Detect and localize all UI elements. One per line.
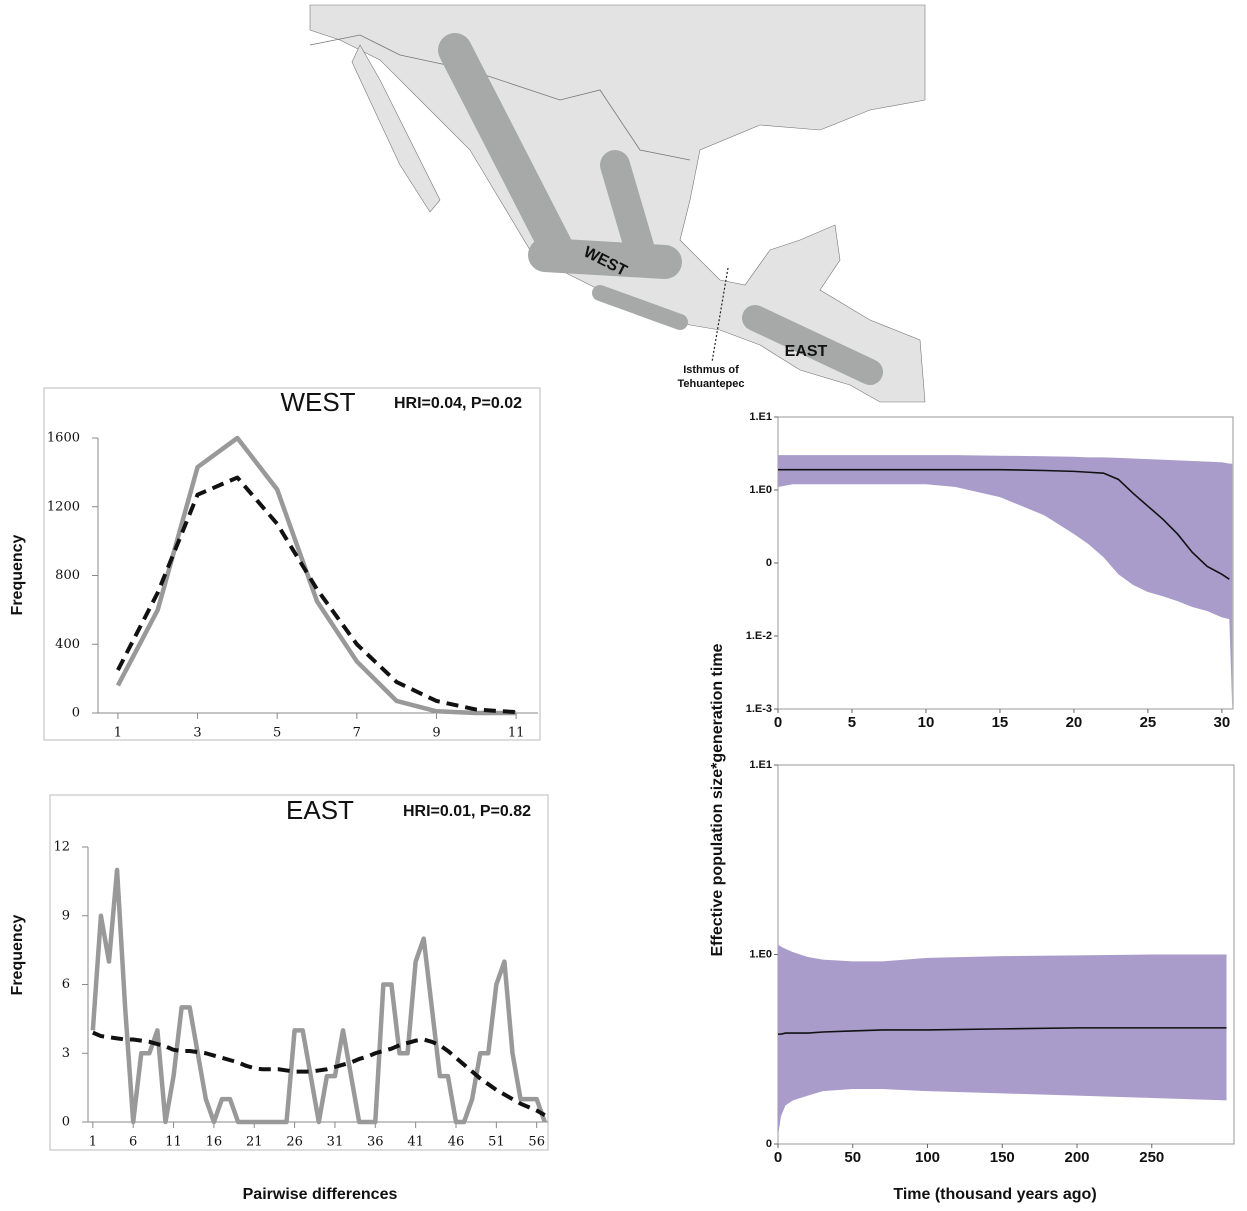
x-tick-label: 100 (915, 1149, 940, 1166)
y-tick-label: 1.E-2 (746, 630, 772, 642)
x-tick-label: 7 (353, 726, 361, 741)
x-tick-label: 200 (1065, 1149, 1090, 1166)
x-tick-label: 36 (367, 1135, 384, 1150)
x-tick-label: 15 (992, 714, 1009, 731)
x-tick-label: 3 (193, 726, 201, 741)
y-tick-label: 0 (62, 1115, 70, 1130)
y-tick-label: 1600 (47, 431, 80, 446)
y-tick-label: 1.E1 (749, 759, 772, 771)
map-label: EAST (785, 343, 828, 360)
x-tick-label: 56 (528, 1135, 545, 1150)
annotation: HRI=0.01, P=0.82 (403, 803, 531, 820)
y-tick-label: 3 (62, 1046, 70, 1061)
x-tick-label: 1 (89, 1135, 97, 1150)
y-axis-label: Frequency (9, 914, 26, 995)
x-tick-label: 250 (1139, 1149, 1164, 1166)
y-tick-label: 1.E1 (749, 411, 772, 423)
y-axis-label: Effective population size*generation tim… (709, 643, 726, 956)
y-tick-label: 400 (55, 637, 80, 652)
x-axis-label: Time (thousand years ago) (893, 1186, 1096, 1203)
y-tick-label: 0 (766, 557, 772, 569)
figure: WEST EAST Isthmus of Tehuantepec 0 400 800… (0, 0, 1247, 1211)
y-tick-label: 1.E-3 (746, 703, 772, 715)
hpd-band (778, 455, 1232, 709)
x-tick-label: 30 (1214, 714, 1231, 731)
y-tick-label: 0 (72, 706, 80, 721)
x-tick-label: 0 (774, 714, 782, 731)
x-tick-label: 46 (448, 1135, 465, 1150)
x-tick-label: 50 (844, 1149, 861, 1166)
series-line (93, 870, 545, 1122)
x-tick-label: 10 (918, 714, 935, 731)
y-tick-label: 1.E0 (749, 948, 772, 960)
x-axis-label: Pairwise differences (243, 1186, 398, 1203)
x-tick-label: 11 (508, 726, 525, 741)
y-tick-label: 800 (55, 568, 80, 583)
y-tick-label: 9 (62, 908, 70, 923)
map: WEST EAST Isthmus of Tehuantepec (310, 5, 925, 402)
hpd-band (778, 944, 1227, 1136)
x-tick-label: 150 (990, 1149, 1015, 1166)
x-tick-label: 11 (165, 1135, 182, 1150)
x-tick-label: 21 (246, 1135, 263, 1150)
annotation: HRI=0.04, P=0.02 (394, 395, 522, 412)
series-line (118, 438, 516, 713)
map-label: Isthmus of (683, 364, 739, 376)
x-tick-label: 25 (1140, 714, 1157, 731)
x-tick-label: 5 (273, 726, 281, 741)
y-tick-label: 0 (766, 1138, 772, 1150)
x-tick-label: 0 (774, 1149, 782, 1166)
x-tick-label: 1 (114, 726, 122, 741)
chart-frame (44, 388, 540, 740)
x-tick-label: 31 (327, 1135, 344, 1150)
y-tick-label: 12 (53, 840, 70, 855)
y-tick-label: 1200 (47, 499, 80, 514)
x-tick-label: 41 (407, 1135, 424, 1150)
y-axis-label: Frequency (9, 534, 26, 615)
x-tick-label: 6 (129, 1135, 137, 1150)
x-tick-label: 16 (206, 1135, 223, 1150)
y-tick-label: 1.E0 (749, 484, 772, 496)
y-tick-label: 6 (62, 977, 70, 992)
chart-title: WEST (280, 387, 355, 417)
x-tick-label: 26 (286, 1135, 303, 1150)
x-tick-label: 5 (848, 714, 856, 731)
x-tick-label: 51 (488, 1135, 505, 1150)
x-tick-label: 20 (1066, 714, 1083, 731)
chart-title: EAST (286, 795, 354, 825)
map-label: Tehuantepec (677, 378, 744, 390)
x-tick-label: 9 (432, 726, 440, 741)
